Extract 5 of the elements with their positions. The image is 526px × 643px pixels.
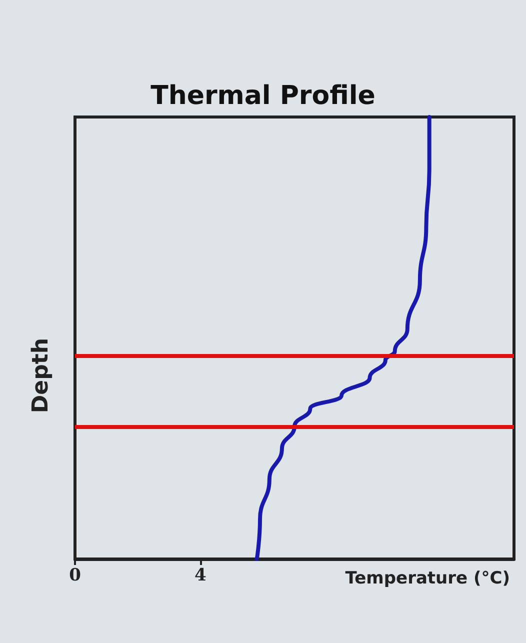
y-axis-title: Depth bbox=[28, 338, 54, 414]
x-tick-label: 4 bbox=[194, 566, 207, 586]
x-axis-title: Temperature (°C) bbox=[345, 568, 510, 588]
chart-title: Thermal Profile bbox=[150, 81, 376, 111]
x-tick-label: 0 bbox=[69, 566, 82, 586]
